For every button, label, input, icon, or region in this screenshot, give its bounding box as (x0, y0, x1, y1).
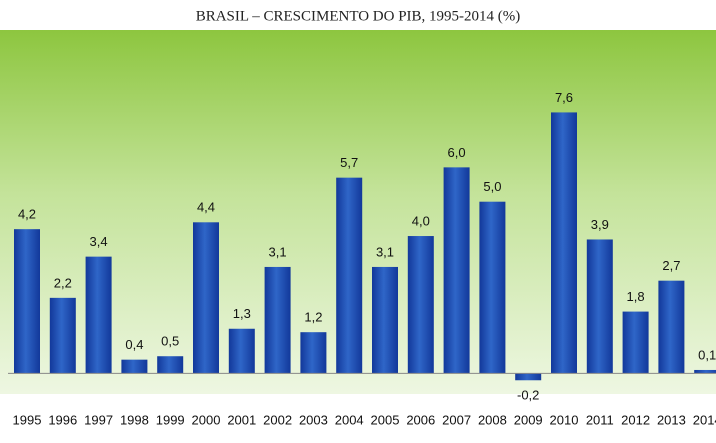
x-tick-label: 1999 (156, 412, 185, 427)
bar (193, 222, 219, 374)
bar (551, 112, 577, 374)
x-tick-label: 2012 (621, 412, 650, 427)
data-label: 1,2 (304, 310, 322, 325)
x-tick-label: 2007 (442, 412, 471, 427)
x-tick-label: 2011 (586, 412, 614, 427)
bar (443, 167, 470, 374)
data-label: 3,1 (376, 244, 394, 259)
data-label: -0,2 (517, 388, 539, 403)
x-tick-label: 2004 (335, 412, 364, 427)
data-label: 4,2 (18, 207, 36, 222)
bar (121, 359, 148, 374)
x-tick-label: 2010 (550, 412, 579, 427)
bar (515, 373, 542, 381)
data-label: 4,0 (412, 213, 430, 228)
bar (85, 256, 112, 374)
bar (372, 266, 398, 374)
data-label: 2,2 (54, 275, 72, 290)
bar (586, 239, 613, 374)
data-label: 4,4 (197, 200, 215, 215)
data-label: 0,1 (698, 347, 716, 362)
data-label: 3,1 (269, 244, 287, 259)
data-label: 3,9 (591, 217, 609, 232)
x-tick-label: 2006 (406, 412, 435, 427)
bar (336, 177, 363, 374)
x-tick-label: 1998 (120, 412, 149, 427)
x-tick-label: 1995 (13, 412, 42, 427)
bar (622, 311, 649, 374)
data-label: 5,0 (483, 179, 501, 194)
bar (479, 201, 506, 374)
bar (658, 280, 685, 374)
bar (228, 328, 255, 374)
data-label: 1,3 (233, 306, 251, 321)
x-tick-label: 2002 (263, 412, 292, 427)
data-label: 1,8 (627, 289, 645, 304)
x-tick-label: 2014 (693, 412, 716, 427)
data-label: 7,6 (555, 90, 573, 105)
x-tick-label: 2005 (371, 412, 400, 427)
bar (49, 297, 76, 374)
bar (407, 236, 434, 374)
bar (157, 356, 184, 374)
bar (694, 369, 716, 374)
chart-title: BRASIL – CRESCIMENTO DO PIB, 1995-2014 (… (196, 8, 521, 24)
bar (14, 229, 40, 374)
data-label: 2,7 (662, 258, 680, 273)
bar (300, 332, 327, 374)
x-tick-label: 2009 (514, 412, 543, 427)
x-tick-label: 2003 (299, 412, 328, 427)
x-tick-label: 2001 (227, 412, 256, 427)
x-tick-label: 2008 (478, 412, 507, 427)
data-label: 5,7 (340, 155, 358, 170)
bar (264, 266, 291, 374)
x-tick-label: 2000 (192, 412, 221, 427)
data-label: 0,5 (161, 334, 179, 349)
data-label: 3,4 (90, 234, 108, 249)
data-label: 6,0 (448, 145, 466, 160)
data-label: 0,4 (125, 337, 143, 352)
x-tick-label: 1997 (84, 412, 113, 427)
x-tick-label: 2013 (657, 412, 686, 427)
x-tick-label: 1996 (48, 412, 77, 427)
